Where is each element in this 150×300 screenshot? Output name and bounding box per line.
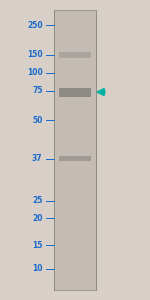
Text: 100: 100 <box>27 68 43 77</box>
Text: 20: 20 <box>32 214 43 223</box>
Text: 75: 75 <box>32 86 43 95</box>
Text: 10: 10 <box>32 264 43 273</box>
FancyBboxPatch shape <box>59 88 91 97</box>
Text: 50: 50 <box>32 116 43 125</box>
Text: 37: 37 <box>32 154 43 164</box>
Text: 250: 250 <box>27 21 43 30</box>
FancyBboxPatch shape <box>59 52 91 58</box>
FancyBboxPatch shape <box>59 156 91 161</box>
Text: 25: 25 <box>32 196 43 205</box>
Text: 15: 15 <box>32 241 43 250</box>
Text: 150: 150 <box>27 50 43 59</box>
FancyBboxPatch shape <box>54 10 96 290</box>
